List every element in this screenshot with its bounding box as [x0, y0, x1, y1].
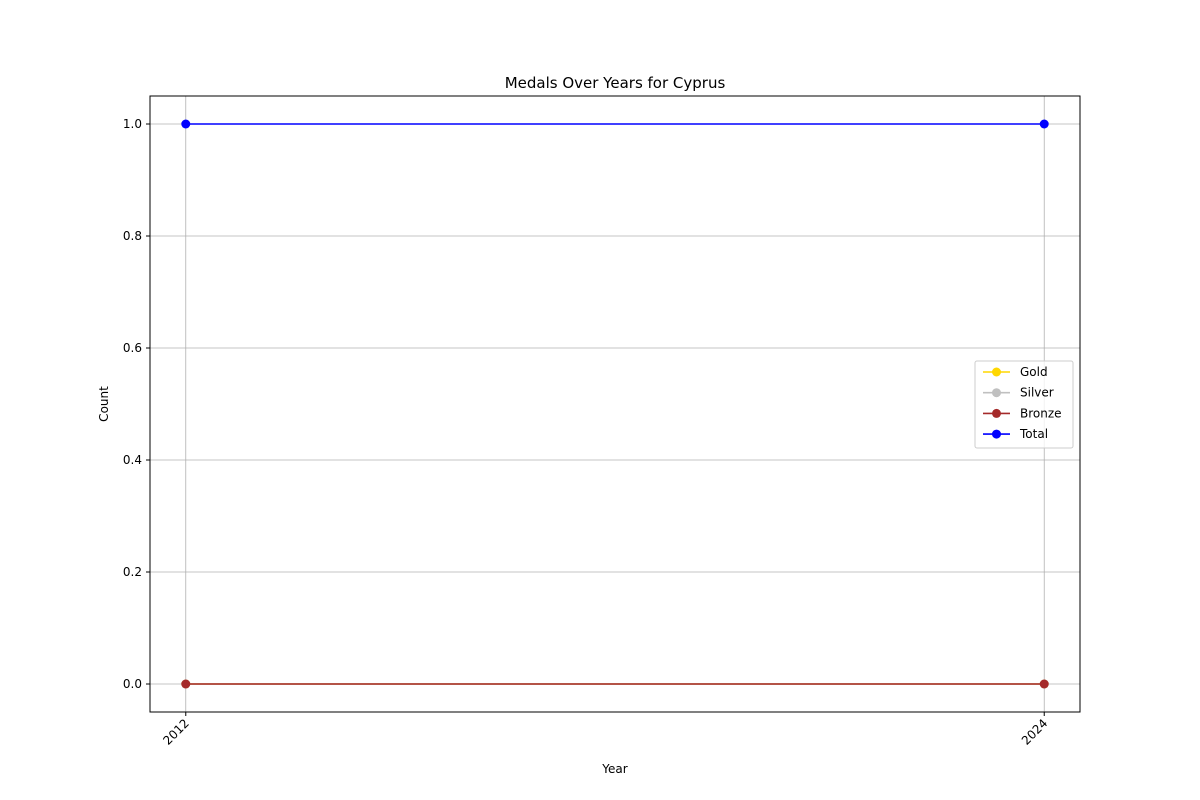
- y-axis-ticks: 0.0 0.2 0.4 0.6 0.8 1.0: [123, 117, 150, 691]
- legend-label-gold: Gold: [1020, 365, 1048, 379]
- plot-frame: [149, 95, 1081, 713]
- data-point-total: [181, 119, 191, 129]
- y-tick-label: 0.0: [123, 677, 142, 691]
- series-layer: [181, 119, 1049, 689]
- legend-marker-total: [992, 429, 1001, 439]
- y-axis-label: Count: [97, 386, 111, 422]
- legend-label-silver: Silver: [1020, 386, 1054, 400]
- y-tick-label: 0.2: [123, 565, 142, 579]
- legend-marker-silver: [992, 388, 1001, 398]
- legend-box: [974, 360, 1074, 449]
- chart-title: Medals Over Years for Cyprus: [505, 74, 726, 92]
- x-axis-label: Year: [601, 762, 627, 776]
- y-tick-label: 0.8: [123, 229, 142, 243]
- data-point-bronze: [1039, 679, 1049, 689]
- legend-label-total: Total: [1019, 427, 1048, 441]
- legend-label-bronze: Bronze: [1020, 406, 1062, 420]
- legend-marker-gold: [992, 367, 1001, 377]
- y-tick-label: 0.6: [123, 341, 142, 355]
- y-tick-label: 1.0: [123, 117, 142, 131]
- data-point-total: [1039, 119, 1049, 129]
- data-point-bronze: [181, 679, 191, 689]
- legend: Gold Silver Bronze Total: [974, 360, 1074, 449]
- legend-marker-bronze: [992, 408, 1001, 418]
- y-tick-label: 0.4: [123, 453, 142, 467]
